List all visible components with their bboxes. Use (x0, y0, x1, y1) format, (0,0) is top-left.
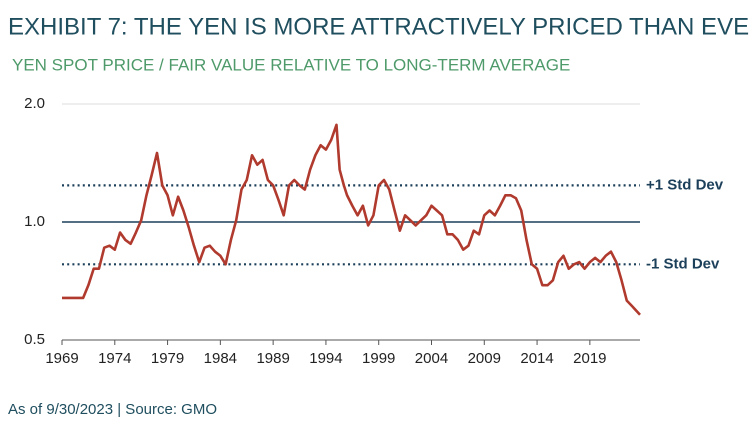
y-tick-label: 0.5 (24, 331, 45, 348)
y-tick-label: 2.0 (24, 95, 45, 112)
y-tick-label: 1.0 (24, 213, 45, 230)
x-tick-label: 1969 (45, 350, 78, 367)
source-note: As of 9/30/2023 | Source: GMO (8, 401, 217, 418)
x-tick-label: 2009 (468, 350, 501, 367)
x-tick-label: 2019 (573, 350, 606, 367)
x-tick-label: 1979 (151, 350, 184, 367)
x-tick-label: 2004 (415, 350, 448, 367)
x-tick-label: 1974 (98, 350, 131, 367)
x-tick-label: 1984 (204, 350, 237, 367)
x-tick-label: 1994 (309, 350, 342, 367)
reference-label: +1 Std Dev (646, 176, 724, 193)
x-tick-label: 1999 (362, 350, 395, 367)
x-tick-label: 2014 (520, 350, 553, 367)
reference-label: -1 Std Dev (646, 255, 720, 272)
chart-subtitle: YEN SPOT PRICE / FAIR VALUE RELATIVE TO … (12, 55, 570, 74)
x-tick-label: 1989 (256, 350, 289, 367)
data-line (62, 123, 641, 316)
chart-title: EXHIBIT 7: THE YEN IS MORE ATTRACTIVELY … (8, 13, 749, 40)
